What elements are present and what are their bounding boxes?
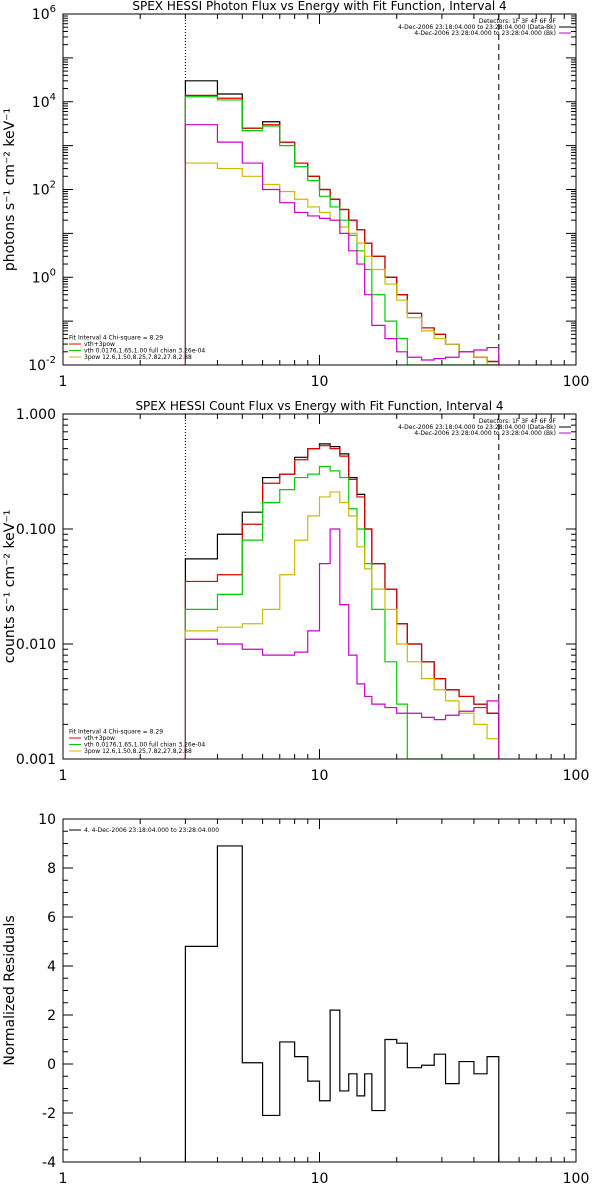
y-tick-label: 0.001 <box>16 752 56 768</box>
chart-title: SPEX HESSI Count Flux vs Energy with Fit… <box>135 399 503 413</box>
y-tick-label: 104 <box>32 92 56 111</box>
legend-left-entry: Fit Interval 4 Chi-square = 8.29 <box>69 335 163 342</box>
legend-left-entry: vth 0.0176,1.65,1.00 full chian 3.26e-04 <box>84 348 205 355</box>
legend-right-entry: Detectors: 1F 3F 4F 6F 9F <box>479 18 557 25</box>
series-4-line <box>184 124 500 365</box>
legend-right-entry: 4-Dec-2006 23:28:04.000 to 23:28:04.000 … <box>414 30 556 37</box>
y-tick-label: 0.010 <box>16 637 56 653</box>
y-tick-label: 100 <box>32 267 56 286</box>
y-tick-exponent: 0 <box>50 267 56 278</box>
plot-frame <box>62 413 577 760</box>
x-tick-label: 1 <box>59 768 68 784</box>
y-tick-base: 10 <box>32 183 50 199</box>
series-3-line <box>184 162 499 365</box>
y-tick-base: 10 <box>32 270 50 286</box>
x-tick-label: 1 <box>59 374 68 390</box>
y-tick-label: 102 <box>32 180 56 199</box>
series-0-line <box>184 443 500 759</box>
y-axis-label: Normalized Residuals <box>2 915 18 1065</box>
y-tick-exponent: -2 <box>46 355 56 366</box>
series-2-line <box>184 465 499 759</box>
y-tick-base: 10 <box>28 358 46 374</box>
y-tick-label: -4 <box>42 1155 56 1171</box>
series-2-line <box>184 96 499 365</box>
legend-right-entry: 4-Dec-2006 23:18:04.000 to 23:28:04.000 … <box>398 424 556 431</box>
y-tick-base: 10 <box>32 95 50 111</box>
y-tick-label: 0.100 <box>16 522 56 538</box>
legend-left-entry: Fit Interval 4 Chi-square = 8.29 <box>69 729 163 736</box>
legend-right-entry: 4-Dec-2006 23:18:04.000 to 23:28:04.000 … <box>398 24 556 31</box>
residuals-chart: Normalized Residuals 1 10 100 -4 -2 0 2 4 6 8 10 4. … <box>2 812 590 1187</box>
y-tick-label: 10 <box>38 812 56 828</box>
series-3-line <box>184 491 500 759</box>
series-1-line <box>184 94 500 365</box>
y-tick-label: 1.000 <box>16 407 56 423</box>
x-tick-label: 10 <box>311 768 329 784</box>
legend-left-entry: 3pow 12.6,1.50,8.25,7.82,27.8,2.88 <box>84 354 192 361</box>
x-tick-label: 100 <box>563 1171 590 1187</box>
x-tick-label: 10 <box>311 374 329 390</box>
x-tick-label: 100 <box>563 374 590 390</box>
series-group <box>184 80 500 365</box>
legend-right-entry: 4-Dec-2006 23:28:04.000 to 23:28:04.000 … <box>414 430 556 437</box>
plot-frame <box>62 818 577 1163</box>
y-axis-label: counts s⁻¹ cm⁻² keV⁻¹ <box>2 510 18 664</box>
series-1-line <box>184 445 500 759</box>
photon-flux-chart: SPEX HESSI Photon Flux vs Energy with Fi… <box>2 0 590 390</box>
y-tick-exponent: 2 <box>50 180 56 191</box>
x-tick-label: 1 <box>59 1171 68 1187</box>
y-tick-label: 6 <box>47 910 56 926</box>
y-tick-label: 8 <box>47 861 56 877</box>
legend-left-entry: 3pow 12.6,1.50,8.25,7.82,27.8,2.88 <box>84 748 192 755</box>
legend-left-entry: vth+3pow <box>84 341 115 348</box>
legend-right-entry: Detectors: 1F 3F 4F 6F 9F <box>479 418 557 425</box>
y-tick-exponent: 6 <box>50 4 56 15</box>
x-tick-label: 10 <box>311 1171 329 1187</box>
y-axis-label: photons s⁻¹ cm⁻² keV⁻¹ <box>2 108 18 271</box>
chart-title: SPEX HESSI Photon Flux vs Energy with Fi… <box>132 0 506 13</box>
series-4-line <box>184 528 500 759</box>
plot-frame <box>62 13 577 366</box>
series-group <box>184 443 500 759</box>
y-tick-label: 2 <box>47 1008 56 1024</box>
legend-left-entry: 4. 4-Dec-2006 23:18:04.000 to 23:28:04.0… <box>84 827 219 834</box>
y-tick-label: 4 <box>47 959 56 975</box>
series-group <box>184 845 500 1162</box>
y-tick-base: 10 <box>32 7 50 23</box>
series-0-line <box>184 80 500 365</box>
x-tick-label: 100 <box>563 768 590 784</box>
series-0-line <box>184 845 500 1162</box>
legend-left-entry: vth+3pow <box>84 735 115 742</box>
y-tick-label: -2 <box>42 1106 56 1122</box>
y-tick-exponent: 4 <box>50 92 56 103</box>
y-tick-label: 106 <box>32 4 56 23</box>
count-flux-chart: SPEX HESSI Count Flux vs Energy with Fit… <box>2 399 590 784</box>
y-tick-label: 10-2 <box>28 355 56 374</box>
y-tick-label: 0 <box>47 1057 56 1073</box>
legend-left-entry: vth 0.0176,1.65,1.00 full chian 3.26e-04 <box>84 742 205 749</box>
